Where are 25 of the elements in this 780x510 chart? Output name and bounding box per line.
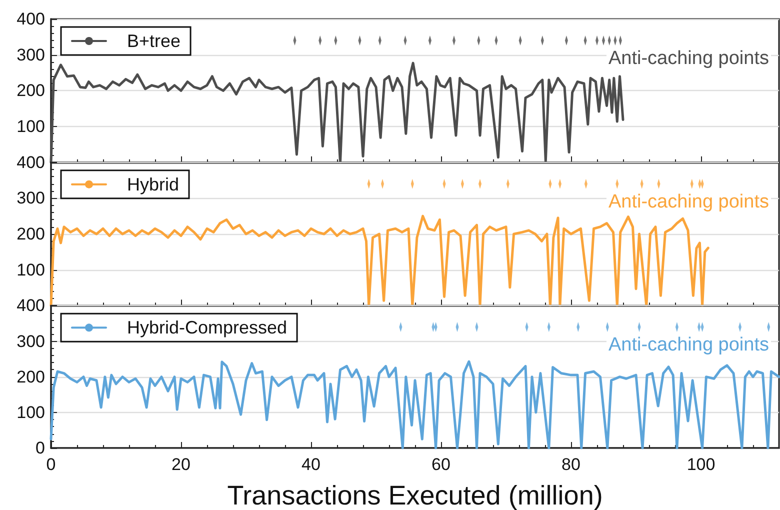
y-tick-label: 100 [16,402,45,422]
x-tick-label: 100 [686,455,716,474]
series-label: Anti-caching points [608,191,770,212]
series-label: Anti-caching points [608,48,770,69]
legend-label: Hybrid-Compressed [127,318,288,338]
y-tick-label: 300 [16,188,45,208]
y-tick-label: 400 [16,152,45,172]
legend-label: B+tree [127,31,181,51]
x-tick-label: 60 [432,455,450,474]
x-tick-label: 80 [562,455,580,474]
y-tick-label: 400 [16,296,45,316]
y-tick-label: 200 [16,81,45,100]
x-axis-title: Transactions Executed (million) [227,480,603,510]
y-tick-label: 100 [16,260,45,280]
legend-label: Hybrid [127,174,180,194]
y-tick-label: 200 [16,367,45,386]
y-tick-label: 200 [16,224,45,244]
x-tick-label: 40 [302,455,320,474]
y-tick-label: 300 [16,45,45,64]
series-label: Anti-caching points [608,334,770,356]
y-tick-label: 0 [36,438,45,458]
y-tick-label: 300 [16,332,45,351]
y-tick-label: 400 [16,10,45,28]
y-tick-label: 100 [16,117,45,136]
x-tick-label: 20 [172,455,190,474]
